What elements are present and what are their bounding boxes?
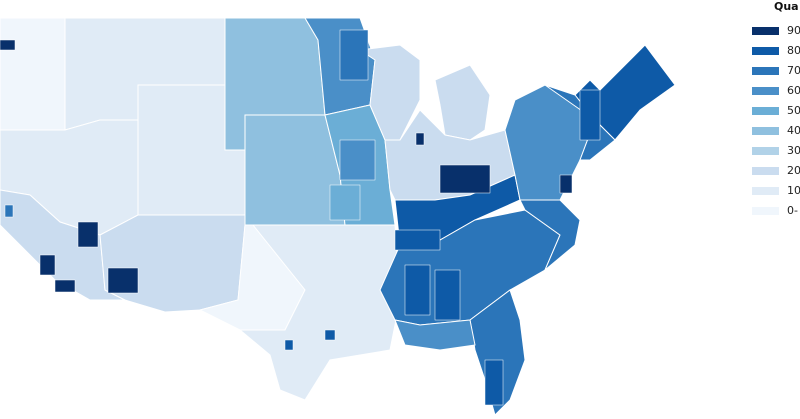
legend-label: 40 xyxy=(787,124,800,137)
legend-swatch xyxy=(752,187,779,195)
legend-item: 50 xyxy=(752,104,800,118)
legend-swatch xyxy=(752,127,779,135)
legend-swatch xyxy=(752,87,779,95)
spot-mississippi xyxy=(404,264,431,316)
spot-pacific xyxy=(0,39,16,51)
legend-item: 20 xyxy=(752,164,800,178)
legend-label: 80 xyxy=(787,44,800,57)
spot-kansas xyxy=(329,184,361,221)
map-county-spots xyxy=(0,29,601,406)
legend-label: 20 xyxy=(787,164,800,177)
legend-label: 60 xyxy=(787,84,800,97)
spot-florida xyxy=(484,359,504,406)
legend-item: 30 xyxy=(752,144,800,158)
spot-socal-1 xyxy=(39,254,56,276)
legend-item: 70 xyxy=(752,64,800,78)
spot-vegas xyxy=(77,221,99,248)
legend-item: 0- xyxy=(752,204,800,218)
spot-chicago xyxy=(415,132,425,146)
legend-item: 90 xyxy=(752,24,800,38)
region-gulf-coast xyxy=(394,319,476,351)
spot-minnesota xyxy=(339,29,369,81)
legend-label: 0- xyxy=(787,204,798,217)
legend-swatch xyxy=(752,207,779,215)
region-michigan xyxy=(434,64,491,141)
legend-label: 50 xyxy=(787,104,800,117)
legend-swatch xyxy=(752,67,779,75)
legend-item: 10 xyxy=(752,184,800,198)
spot-socal-2 xyxy=(54,279,76,293)
spot-virginia xyxy=(559,174,573,194)
spot-tx-2 xyxy=(324,329,336,341)
spot-tennessee xyxy=(394,229,441,251)
spot-coastal xyxy=(4,204,14,218)
legend-item: 40 xyxy=(752,124,800,138)
legend-item: 60 xyxy=(752,84,800,98)
legend-label: 90 xyxy=(787,24,800,37)
legend-swatch xyxy=(752,167,779,175)
legend-label: 30 xyxy=(787,144,800,157)
legend-label: 10 xyxy=(787,184,800,197)
legend-swatch xyxy=(752,27,779,35)
legend-item: 80 xyxy=(752,44,800,58)
legend-title: Qua xyxy=(774,0,799,13)
region-pacific-northwest xyxy=(0,17,66,131)
legend-swatch xyxy=(752,107,779,115)
region-carolinas xyxy=(519,199,581,271)
spot-new-york xyxy=(579,89,601,141)
spot-iowa xyxy=(339,139,376,181)
region-florida xyxy=(469,289,526,416)
legend-label: 70 xyxy=(787,64,800,77)
spot-phoenix xyxy=(107,267,139,294)
spot-tx-1 xyxy=(284,339,294,351)
legend-swatch xyxy=(752,147,779,155)
spot-alabama xyxy=(434,269,461,321)
region-southwest xyxy=(99,214,246,313)
legend: Qua 90 80 70 60 50 40 30 20 10 0- xyxy=(752,0,800,230)
legend-swatch xyxy=(752,47,779,55)
spot-kentucky xyxy=(439,164,491,194)
